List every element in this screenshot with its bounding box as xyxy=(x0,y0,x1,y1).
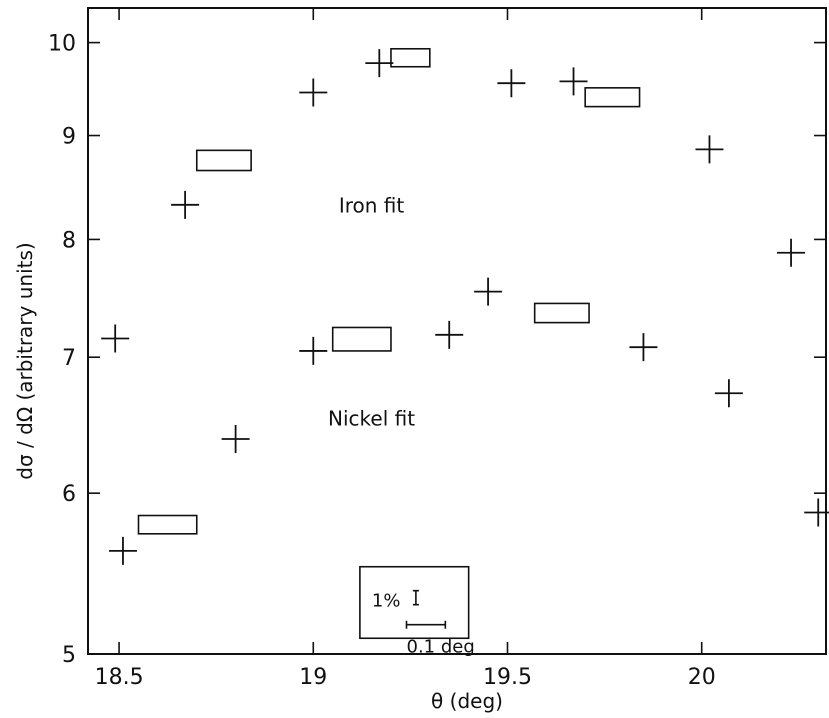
x-tick-label: 20 xyxy=(688,665,716,690)
data-point-cross xyxy=(629,333,658,362)
x-tick-label: 18.5 xyxy=(95,665,144,690)
iron-fit-box xyxy=(390,47,431,68)
y-axis-title: dσ / dΩ (arbitrary units) xyxy=(13,242,37,479)
nickel-fit-label: Nickel fit xyxy=(328,406,415,430)
x-tick-label: 19 xyxy=(299,665,327,690)
nickel-fit-box xyxy=(533,302,590,324)
data-point-cross xyxy=(804,498,829,527)
x-axis-title: θ (deg) xyxy=(431,689,503,713)
legend-deg-bar xyxy=(405,620,447,629)
y-tick-label: 8 xyxy=(62,228,76,253)
data-point-cross xyxy=(299,336,328,365)
data-point-cross xyxy=(695,135,724,164)
nickel-fit-box xyxy=(331,326,392,352)
data-point-cross xyxy=(714,379,743,408)
y-tick-label: 7 xyxy=(62,346,76,371)
data-point-cross xyxy=(777,238,806,267)
data-point-cross xyxy=(365,49,394,78)
scale-legend-box xyxy=(359,565,470,640)
data-point-cross xyxy=(559,67,588,96)
data-point-cross xyxy=(435,320,464,349)
iron-fit-box xyxy=(195,149,252,172)
x-tick-label: 19.5 xyxy=(483,665,532,690)
data-point-cross xyxy=(299,78,328,107)
nickel-fit-box xyxy=(137,514,198,535)
data-point-cross xyxy=(497,69,526,98)
legend-percent-label: 1% xyxy=(372,591,401,612)
y-tick-label: 5 xyxy=(62,643,76,668)
data-point-cross xyxy=(474,277,503,306)
plot-frame xyxy=(87,7,827,655)
iron-fit-box xyxy=(584,87,641,108)
legend-deg-label: 0.1 deg xyxy=(407,637,475,658)
data-point-cross xyxy=(108,536,137,565)
data-point-cross xyxy=(171,190,200,219)
iron-fit-label: Iron fit xyxy=(339,193,405,217)
y-tick-label: 6 xyxy=(62,482,76,507)
y-tick-label: 10 xyxy=(48,32,76,57)
data-point-cross xyxy=(101,324,130,353)
legend-percent-bar xyxy=(412,589,419,606)
y-tick-label: 9 xyxy=(62,125,76,150)
data-point-cross xyxy=(221,425,250,454)
